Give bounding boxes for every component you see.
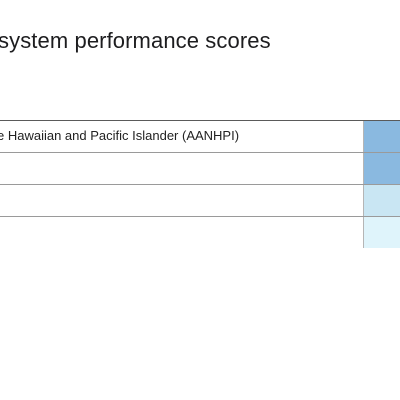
- table-row: e Hawaiian and Pacific Islander (AANHPI): [0, 120, 400, 153]
- score-cell: [363, 121, 400, 152]
- scores-table: e Hawaiian and Pacific Islander (AANHPI): [0, 120, 400, 248]
- table-row: [0, 185, 400, 217]
- score-cell: [363, 153, 400, 184]
- score-cell: [363, 217, 400, 248]
- table-row: [0, 153, 400, 185]
- score-cell: [363, 185, 400, 216]
- page-title: system performance scores: [0, 28, 271, 53]
- row-label: e Hawaiian and Pacific Islander (AANHPI): [0, 128, 240, 143]
- table-row: [0, 217, 400, 248]
